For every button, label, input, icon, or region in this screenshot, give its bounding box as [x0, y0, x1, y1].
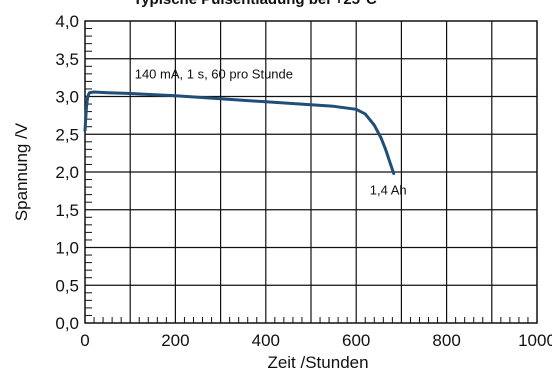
- y-tick-label: 4,0: [55, 12, 79, 31]
- y-tick-label: 0,0: [55, 314, 79, 333]
- y-axis-label: Spannung /V: [12, 122, 31, 221]
- grid: [85, 21, 537, 323]
- x-tick-label: 400: [252, 331, 280, 350]
- y-tick-labels: 0,0 0,5 1,0 1,5 2,0 2,5 3,0 3,5 4,0: [55, 12, 79, 333]
- x-tick-label: 800: [432, 331, 460, 350]
- y-tick-label: 2,5: [55, 125, 79, 144]
- chart-title: Typische Pulsentladung bei +25°C: [133, 0, 377, 8]
- x-tick-label: 0: [80, 331, 89, 350]
- plot-frame: [84, 20, 538, 324]
- x-tick-label: 600: [342, 331, 370, 350]
- y-tick-label: 2,0: [55, 163, 79, 182]
- annotation-pulse-conditions: 140 mA, 1 s, 60 pro Stunde: [135, 66, 293, 81]
- minor-ticks: [85, 28, 529, 323]
- y-tick-label: 1,0: [55, 239, 79, 258]
- x-tick-label: 200: [161, 331, 189, 350]
- y-tick-label: 3,5: [55, 50, 79, 69]
- y-tick-label: 0,5: [55, 276, 79, 295]
- x-tick-labels: 0 200 400 600 800 1000: [80, 331, 552, 350]
- y-tick-label: 1,5: [55, 201, 79, 220]
- series-line: [83, 90, 396, 175]
- x-tick-label: 1000: [518, 331, 552, 350]
- annotation-capacity: 1,4 Ah: [370, 183, 407, 198]
- x-axis-label: Zeit /Stunden: [267, 353, 368, 372]
- y-tick-label: 3,0: [55, 88, 79, 107]
